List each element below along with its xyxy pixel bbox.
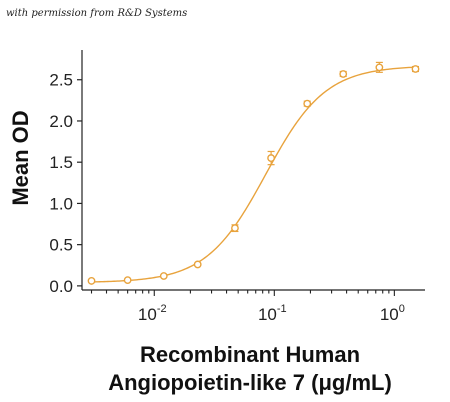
- data-points: [87, 61, 420, 285]
- y-tick-label: 0.5: [49, 236, 73, 255]
- data-point: [87, 277, 96, 285]
- fit-curve: [91, 66, 416, 283]
- x-tick-label: 10-1: [258, 303, 287, 324]
- fit-line: [91, 66, 416, 283]
- y-tick-label: 0.0: [49, 277, 73, 296]
- x-axis-ticks: 10-2 10-1 100: [90, 290, 405, 324]
- x-tick-label: 100: [380, 303, 405, 324]
- y-tick-label: 2.5: [49, 71, 73, 90]
- data-point: [303, 99, 312, 108]
- axes: [81, 50, 425, 291]
- y-tick-label: 2.0: [49, 112, 73, 131]
- data-point: [159, 272, 168, 280]
- permission-note: with permission from R&D Systems: [6, 8, 188, 19]
- y-axis-ticks: 0.0 0.5 1.0 1.5 2.0 2.5: [49, 71, 82, 296]
- y-tick-label: 1.0: [49, 194, 73, 213]
- x-tick-label: 10-2: [138, 303, 167, 324]
- data-point: [231, 224, 239, 233]
- data-point: [375, 63, 384, 72]
- data-point: [411, 65, 420, 73]
- x-axis-label-line2: Angiopoietin-like 7 (μg/mL): [108, 370, 392, 395]
- data-point: [123, 276, 132, 285]
- data-point: [267, 154, 275, 162]
- data-point: [193, 260, 202, 269]
- data-point: [339, 70, 348, 78]
- y-axis-label: Mean OD: [8, 110, 33, 205]
- y-tick-label: 1.5: [49, 153, 73, 172]
- x-axis-label-line1: Recombinant Human: [139, 342, 361, 367]
